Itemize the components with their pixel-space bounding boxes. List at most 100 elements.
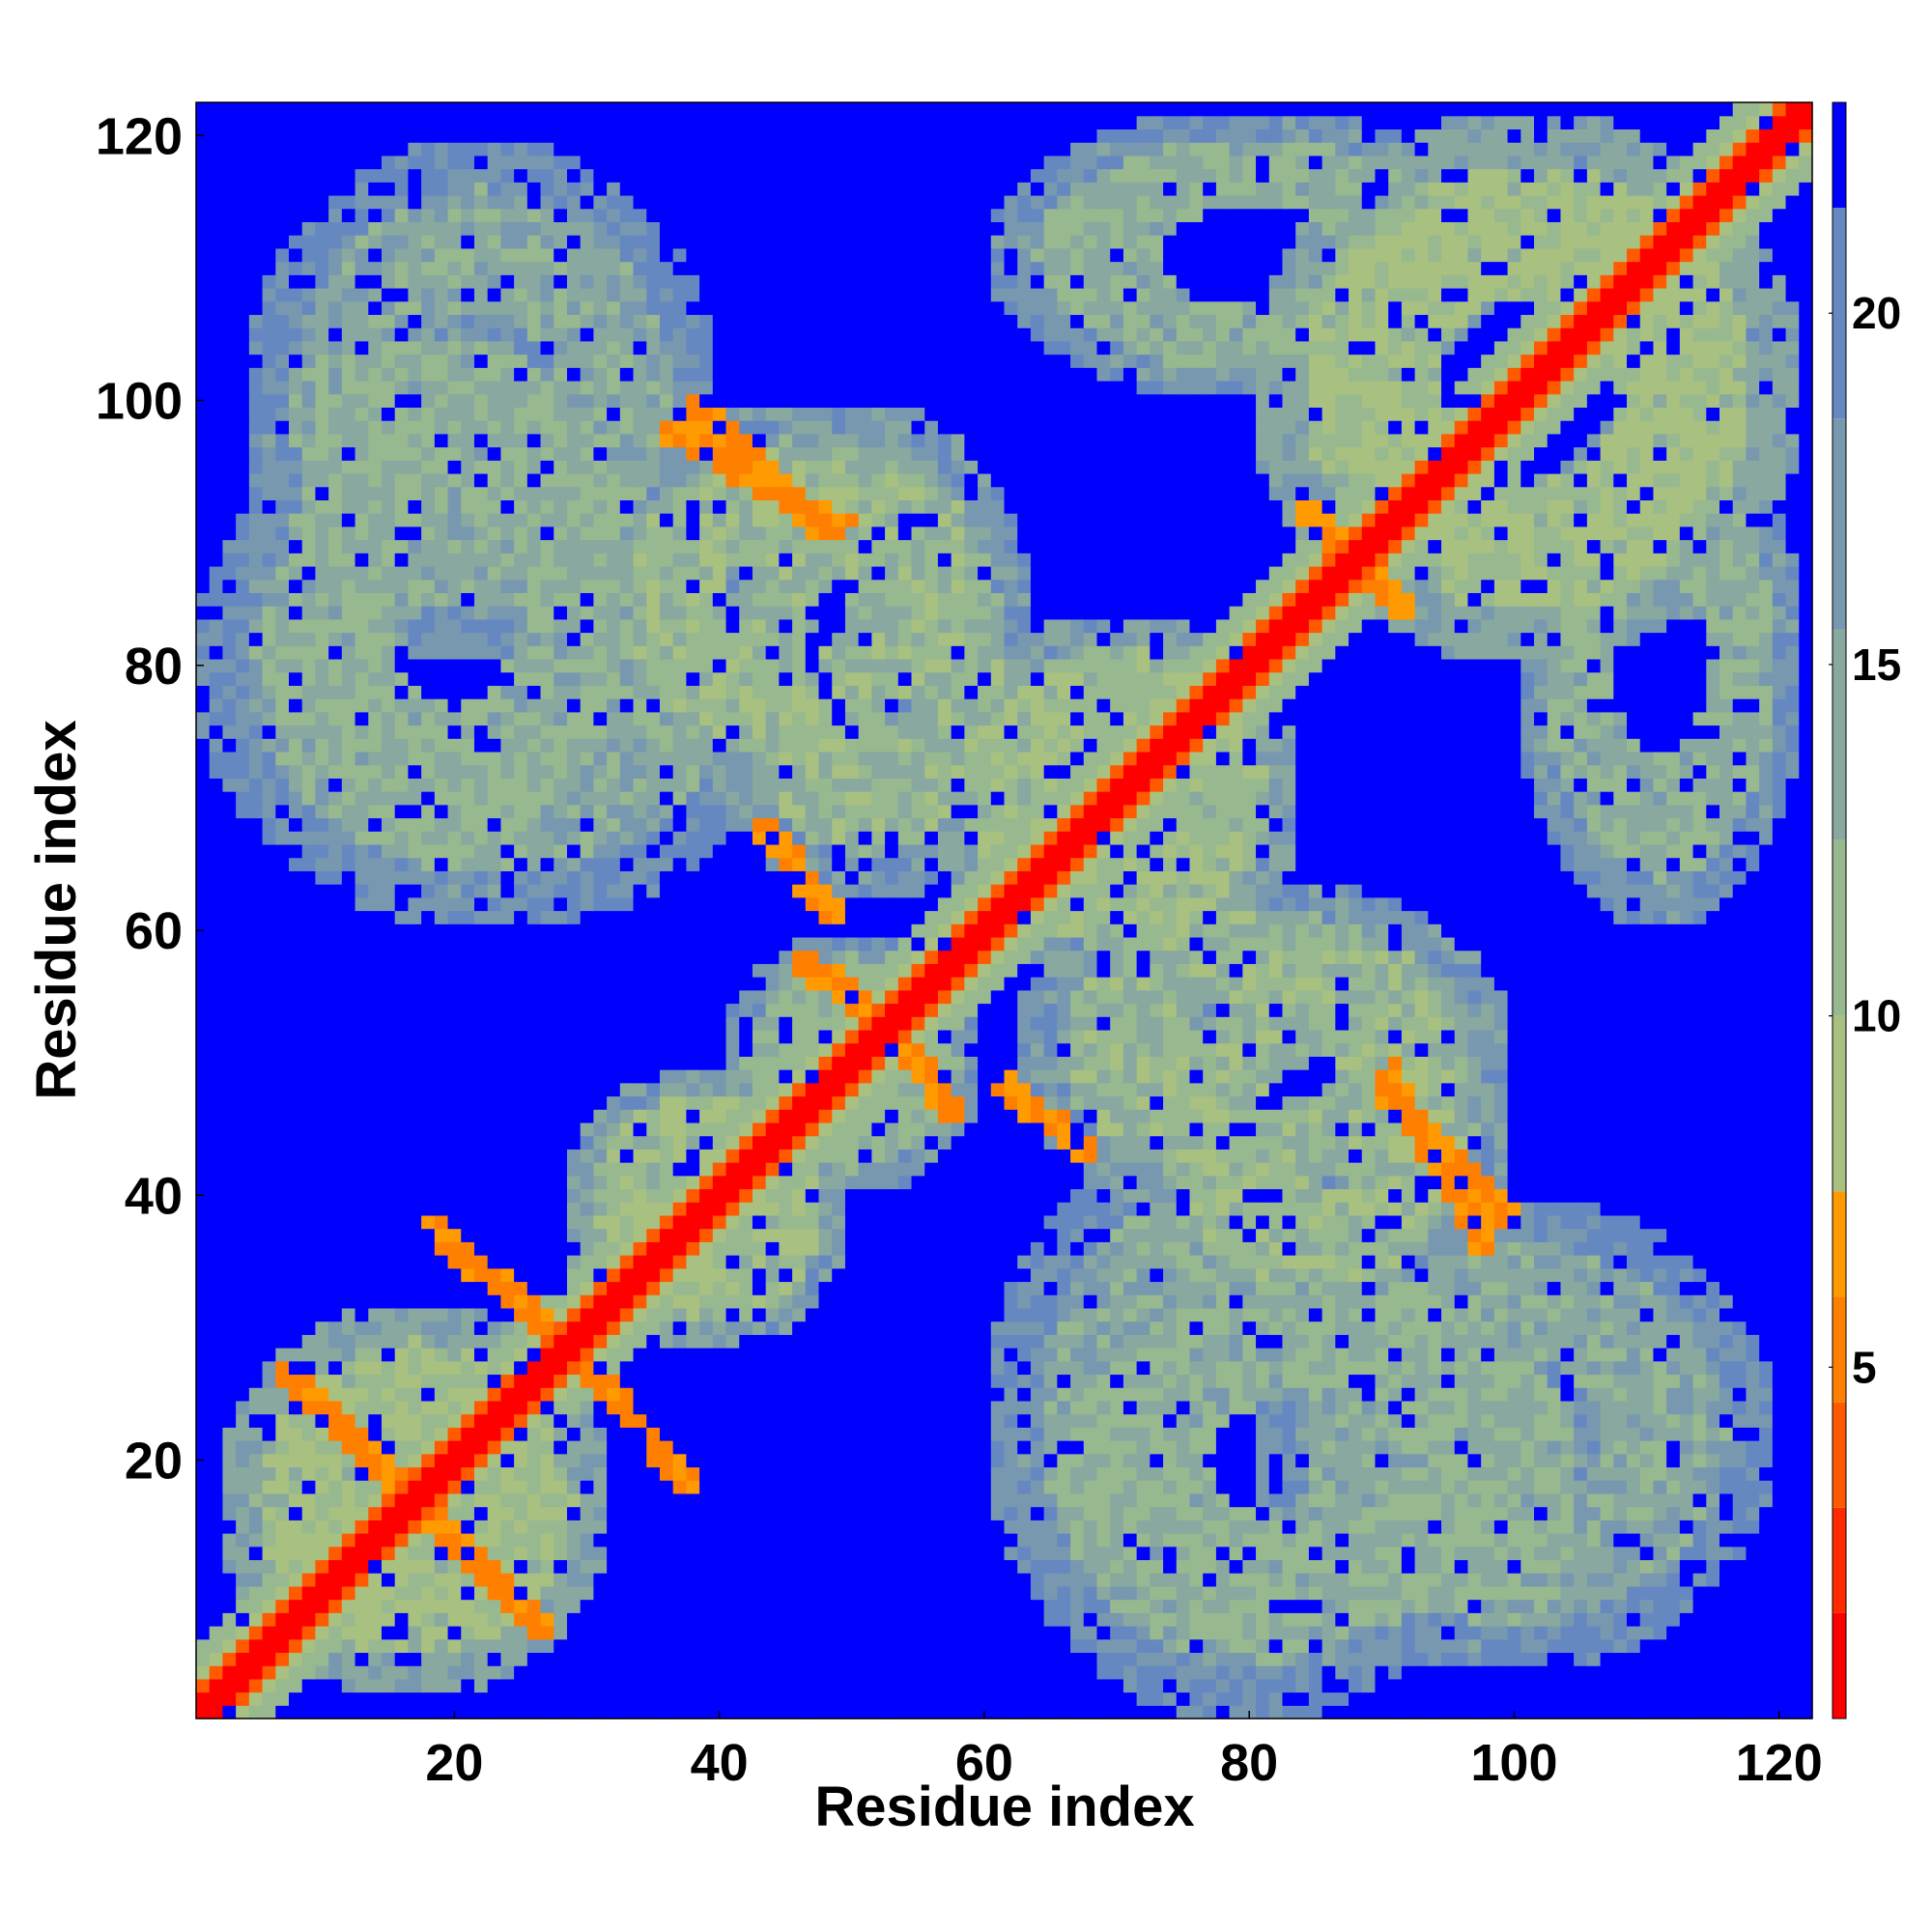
- heatmap-cell: [1176, 1175, 1191, 1190]
- heatmap-cell: [832, 1348, 846, 1362]
- heatmap-cell: [1441, 1241, 1456, 1256]
- heatmap-cell: [1083, 1267, 1098, 1283]
- heatmap-cell: [288, 1492, 303, 1508]
- heatmap-cell: [1679, 1612, 1694, 1627]
- heatmap-cell: [1719, 1321, 1734, 1335]
- heatmap-cell: [1136, 1427, 1151, 1441]
- heatmap-cell: [328, 1652, 343, 1666]
- heatmap-cell: [288, 1400, 303, 1415]
- heatmap-cell: [315, 1374, 329, 1388]
- heatmap-cell: [301, 1202, 317, 1216]
- heatmap-cell: [1481, 1188, 1495, 1203]
- heatmap-cell: [1189, 1506, 1204, 1520]
- heatmap-cell: [301, 1228, 317, 1242]
- heatmap-cell: [262, 1267, 276, 1283]
- heatmap-cell: [341, 1188, 356, 1203]
- heatmap-cell: [434, 1705, 449, 1719]
- heatmap-cell: [1785, 1691, 1800, 1706]
- heatmap-cell: [421, 1638, 436, 1654]
- heatmap-cell: [1467, 1374, 1482, 1388]
- heatmap-cell: [500, 1348, 515, 1362]
- heatmap-cell: [1308, 1466, 1323, 1481]
- heatmap-cell: [951, 1466, 965, 1481]
- heatmap-cell: [978, 1678, 992, 1693]
- heatmap-cell: [1414, 1585, 1429, 1601]
- heatmap-cell: [1428, 1387, 1442, 1402]
- heatmap-cell: [473, 1546, 489, 1561]
- heatmap-cell: [1096, 1691, 1111, 1706]
- heatmap-cell: [1454, 1188, 1469, 1203]
- heatmap-cell: [659, 1307, 674, 1322]
- heatmap-cell: [301, 1453, 317, 1468]
- heatmap-cell: [990, 1294, 1006, 1309]
- heatmap-cell: [236, 1387, 250, 1402]
- heatmap-cell: [1030, 1453, 1045, 1468]
- heatmap-cell: [1375, 1652, 1389, 1666]
- heatmap-cell: [1335, 1440, 1350, 1455]
- heatmap-cell: [792, 1480, 807, 1494]
- heatmap-cell: [1122, 1267, 1138, 1283]
- heatmap-cell: [1150, 1638, 1164, 1654]
- heatmap-cell: [1719, 1638, 1734, 1654]
- heatmap-cell: [1441, 1321, 1456, 1335]
- heatmap-cell: [209, 1520, 224, 1534]
- heatmap-cell: [1004, 1480, 1018, 1494]
- heatmap-cell: [1600, 1413, 1614, 1428]
- heatmap-cell: [1375, 1678, 1389, 1693]
- heatmap-cell: [540, 1321, 554, 1335]
- heatmap-cell: [1481, 1453, 1495, 1468]
- heatmap-cell: [712, 1506, 727, 1520]
- heatmap-cell: [222, 1665, 237, 1680]
- heatmap-cell: [1441, 1533, 1456, 1548]
- heatmap-cell: [1401, 1360, 1416, 1376]
- heatmap-cell: [1746, 1638, 1760, 1654]
- heatmap-cell: [818, 1705, 833, 1719]
- heatmap-cell: [937, 1599, 952, 1613]
- heatmap-cell: [500, 1214, 515, 1230]
- heatmap-cell: [1321, 1188, 1336, 1203]
- heatmap-cell: [1799, 1360, 1813, 1376]
- heatmap-cell: [1057, 1652, 1071, 1666]
- heatmap-cell: [1706, 1294, 1720, 1309]
- heatmap-cell: [1428, 1400, 1442, 1415]
- heatmap-cell: [1560, 1559, 1575, 1574]
- heatmap-cell: [1017, 1188, 1032, 1203]
- heatmap-cell: [1600, 1400, 1614, 1415]
- heatmap-cell: [1349, 1294, 1363, 1309]
- heatmap-cell: [1110, 1652, 1124, 1666]
- heatmap-cell: [461, 1691, 475, 1706]
- heatmap-cell: [858, 1612, 872, 1627]
- heatmap-cell: [554, 1267, 568, 1283]
- heatmap-cell: [1666, 1585, 1681, 1601]
- heatmap-cell: [659, 1348, 674, 1362]
- heatmap-cell: [1256, 1440, 1270, 1455]
- heatmap-cell: [1295, 1573, 1310, 1587]
- heatmap-cell: [328, 1188, 343, 1203]
- heatmap-cell: [739, 1214, 753, 1230]
- heatmap-cell: [222, 1440, 237, 1455]
- heatmap-cell: [1534, 1214, 1548, 1230]
- heatmap-cell: [196, 1228, 211, 1242]
- heatmap-cell: [248, 1255, 264, 1269]
- heatmap-cell: [434, 1294, 449, 1309]
- heatmap-cell: [1349, 1202, 1363, 1216]
- heatmap-cell: [1150, 1241, 1164, 1256]
- heatmap-cell: [686, 1294, 700, 1309]
- heatmap-cell: [699, 1413, 714, 1428]
- heatmap-cell: [593, 1267, 608, 1283]
- heatmap-cell: [712, 1678, 727, 1693]
- heatmap-cell: [1706, 1281, 1720, 1295]
- heatmap-cell: [1150, 1546, 1164, 1561]
- heatmap-cell: [897, 1480, 913, 1494]
- heatmap-cell: [686, 1626, 700, 1640]
- heatmap-cell: [646, 1612, 661, 1627]
- heatmap-cell: [686, 1267, 700, 1283]
- heatmap-cell: [818, 1559, 833, 1574]
- heatmap-cell: [924, 1281, 939, 1295]
- heatmap-cell: [1481, 1466, 1495, 1481]
- heatmap-cell: [1574, 1202, 1588, 1216]
- heatmap-cell: [580, 1506, 594, 1520]
- heatmap-cell: [752, 1374, 767, 1388]
- heatmap-cell: [1414, 1228, 1429, 1242]
- heatmap-cell: [752, 1307, 767, 1322]
